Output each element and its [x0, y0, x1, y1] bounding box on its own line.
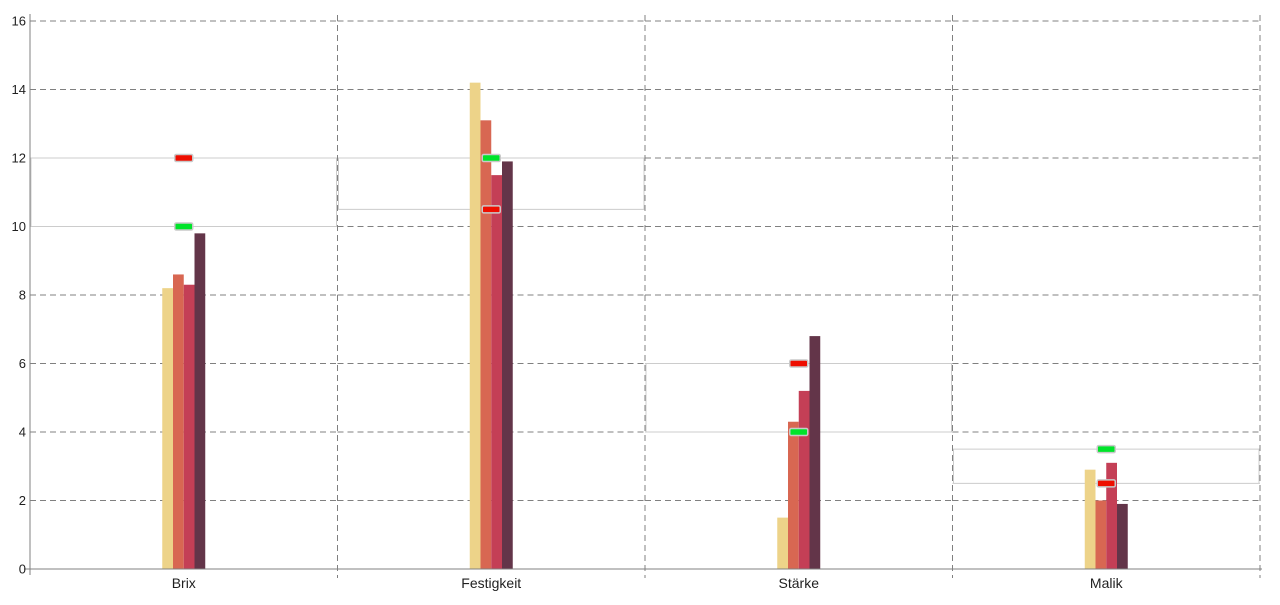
bar-series-3-stärke[interactable] — [798, 390, 810, 569]
bar-series-4-stärke[interactable] — [809, 336, 821, 569]
bar-series-2-stärke[interactable] — [788, 421, 799, 569]
category-label-malik: Malik — [1090, 575, 1124, 591]
bar-series-3-brix[interactable] — [183, 284, 195, 569]
bar-series-1-brix[interactable] — [162, 288, 173, 569]
bar-series-4-festigkeit[interactable] — [502, 161, 513, 570]
bar-series-1-stärke[interactable] — [777, 517, 788, 569]
bar-series-4-brix[interactable] — [194, 233, 206, 569]
target-marker-red — [174, 153, 194, 163]
y-tick-label: 10 — [12, 219, 26, 234]
y-tick-label: 2 — [19, 493, 26, 508]
bar-series-2-malik[interactable] — [1095, 500, 1107, 570]
category-label-brix: Brix — [172, 575, 196, 591]
bar-series-2-brix[interactable] — [173, 274, 184, 569]
bar-series-1-festigkeit[interactable] — [469, 82, 481, 570]
y-tick-label: 0 — [19, 562, 26, 577]
target-marker-green — [1096, 444, 1116, 454]
y-tick-label: 6 — [19, 356, 26, 371]
target-marker-red — [789, 359, 809, 368]
bar-series-4-malik[interactable] — [1117, 503, 1128, 569]
bar-series-3-malik[interactable] — [1106, 462, 1117, 569]
target-marker-green — [789, 427, 809, 437]
category-label-festigkeit: Festigkeit — [461, 575, 521, 591]
target-marker-green — [481, 153, 501, 163]
bar-series-1-malik[interactable] — [1084, 469, 1096, 569]
y-tick-label: 12 — [12, 151, 26, 166]
target-marker-green — [174, 222, 194, 231]
y-tick-label: 4 — [19, 425, 26, 440]
bar-series-2-festigkeit[interactable] — [480, 120, 492, 569]
target-marker-red — [1096, 479, 1116, 488]
target-marker-red — [481, 205, 501, 214]
category-label-stärke: Stärke — [779, 575, 820, 591]
bar-series-3-festigkeit[interactable] — [491, 175, 502, 569]
y-tick-label: 14 — [12, 82, 26, 97]
y-tick-label: 8 — [19, 288, 26, 303]
y-tick-label: 16 — [12, 14, 26, 29]
